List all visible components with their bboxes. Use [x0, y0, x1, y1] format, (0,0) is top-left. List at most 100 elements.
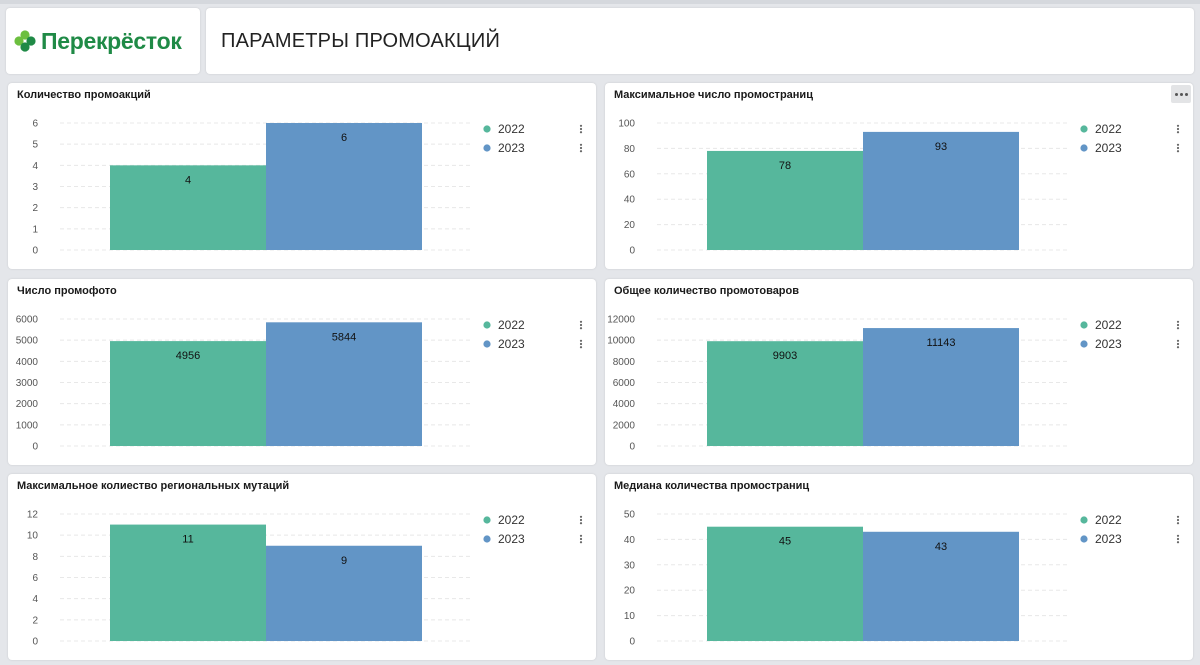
bar-2022[interactable]: [707, 526, 863, 641]
legend-marker: [483, 340, 491, 348]
perekrestok-logo-icon: [14, 30, 36, 52]
bar-2023[interactable]: [863, 131, 1019, 250]
y-tick-label: 30: [624, 560, 636, 571]
y-tick-label: 8: [32, 552, 38, 563]
y-tick-label: 40: [624, 195, 636, 206]
y-tick-label: 5000: [16, 336, 39, 347]
y-tick-label: 6: [32, 119, 38, 130]
legend-label[interactable]: 2022: [1095, 122, 1122, 136]
data-label: 45: [779, 536, 791, 548]
y-tick-label: 40: [624, 535, 636, 546]
kebab-menu-icon[interactable]: [1176, 534, 1180, 544]
logo-card: Перекрёсток: [6, 8, 200, 74]
chart-median-promo-pages: 0 10 20 30 40 50 45 43 2022 2023: [624, 510, 1180, 648]
y-tick-label: 100: [618, 119, 635, 130]
kebab-menu-icon[interactable]: [1176, 515, 1180, 525]
kebab-menu-icon[interactable]: [579, 320, 583, 330]
y-tick-label: 0: [629, 442, 635, 453]
y-tick-label: 2: [32, 615, 38, 626]
kebab-menu-icon[interactable]: [579, 515, 583, 525]
legend-marker: [483, 144, 491, 152]
legend-marker: [1080, 125, 1088, 133]
kebab-menu-icon[interactable]: [1176, 124, 1180, 134]
y-tick-label: 8000: [613, 357, 636, 368]
data-label: 4956: [176, 350, 200, 362]
legend-marker: [483, 516, 491, 524]
bar-2022[interactable]: [707, 150, 863, 250]
kebab-menu-icon[interactable]: [1176, 339, 1180, 349]
legend-label[interactable]: 2022: [1095, 318, 1122, 332]
legend-label[interactable]: 2023: [498, 337, 525, 351]
y-tick-label: 4: [32, 594, 38, 605]
chart-title: Максимальное число промостраниц: [614, 89, 813, 101]
y-tick-label: 4: [32, 161, 38, 172]
data-label: 4: [185, 174, 191, 186]
chart-card-max-promo-pages: Максимальное число промостраниц 0 20 40 60 8…: [605, 83, 1193, 269]
y-tick-label: 2000: [613, 420, 636, 431]
kebab-menu-icon[interactable]: [1176, 320, 1180, 330]
chart-title: Медиана количества промостраниц: [614, 480, 810, 492]
legend-label[interactable]: 2023: [498, 532, 525, 546]
y-tick-label: 2000: [16, 399, 39, 410]
legend-label[interactable]: 2022: [498, 513, 525, 527]
chart-max-promo-pages: 0 20 40 60 80 100 78 93 2022 2023: [618, 119, 1180, 257]
legend-label[interactable]: 2023: [1095, 141, 1122, 155]
legend-label[interactable]: 2023: [1095, 532, 1122, 546]
data-label: 93: [935, 141, 947, 153]
chart-title: Число промофото: [17, 285, 117, 297]
bar-2023[interactable]: [863, 531, 1019, 641]
bar-2023[interactable]: [266, 123, 422, 250]
y-tick-label: 10: [27, 531, 39, 542]
data-label: 5844: [332, 331, 356, 343]
legend-marker: [1080, 516, 1088, 524]
legend-label[interactable]: 2022: [498, 122, 525, 136]
bar-2022[interactable]: [110, 165, 266, 250]
chart-card-total-promo-goods: Общее количество промотоваров 0 2000 4000 6…: [605, 279, 1193, 465]
legend-marker: [483, 535, 491, 543]
y-tick-label: 50: [624, 510, 636, 521]
kebab-menu-icon[interactable]: [579, 124, 583, 134]
legend-label[interactable]: 2023: [498, 141, 525, 155]
y-tick-label: 3: [32, 182, 38, 193]
y-tick-label: 12: [27, 510, 39, 521]
chart-card-median-promo-pages: Медиана количества промостраниц 0 10 20 30 4…: [605, 474, 1193, 660]
y-tick-label: 4000: [16, 357, 39, 368]
chart-title: Общее количество промотоваров: [614, 285, 800, 297]
bar-2022[interactable]: [110, 341, 266, 446]
kebab-menu-icon[interactable]: [579, 339, 583, 349]
bar-2022[interactable]: [707, 341, 863, 446]
bar-2022[interactable]: [110, 524, 266, 641]
legend-label[interactable]: 2022: [498, 318, 525, 332]
legend-marker: [483, 125, 491, 133]
chart-title: Количество промоакций: [17, 89, 151, 101]
legend-label[interactable]: 2022: [1095, 513, 1122, 527]
legend-marker: [1080, 321, 1088, 329]
top-border: [0, 0, 1200, 4]
panel-menu-button[interactable]: [1171, 85, 1191, 103]
y-tick-label: 4000: [613, 399, 636, 410]
page-title-card: ПАРАМЕТРЫ ПРОМОАКЦИЙ: [206, 8, 1194, 74]
chart-regional-mutations: 0 2 4 6 8 10 12 11 9 2022 2023: [27, 510, 583, 648]
y-tick-label: 80: [624, 144, 636, 155]
bar-2023[interactable]: [266, 322, 422, 446]
bar-2023[interactable]: [266, 545, 422, 641]
chart-total-promo-goods: 0 2000 4000 6000 8000 10000 12000 9903 11143 2022…: [607, 315, 1180, 453]
kebab-menu-icon[interactable]: [579, 534, 583, 544]
bar-2023[interactable]: [863, 328, 1019, 446]
y-tick-label: 5: [32, 140, 38, 151]
data-label: 11: [182, 534, 193, 546]
kebab-menu-icon[interactable]: [579, 143, 583, 153]
chart-card-promo-photos: Число промофото 0 1000 2000 3000 4000 5000 600…: [8, 279, 596, 465]
y-tick-label: 1000: [16, 420, 39, 431]
kebab-menu-icon[interactable]: [1176, 143, 1180, 153]
y-tick-label: 0: [32, 637, 38, 648]
chart-promo-count: 0 1 2 3 4 5 6 4 6 2022 2023: [32, 119, 583, 257]
logo-text: Перекрёсток: [41, 27, 182, 54]
y-tick-label: 20: [624, 220, 636, 231]
data-label: 11143: [927, 337, 956, 349]
y-tick-label: 6000: [16, 315, 39, 326]
chart-promo-photos: 0 1000 2000 3000 4000 5000 6000 4956 5844 2022 202…: [16, 315, 583, 453]
legend-label[interactable]: 2023: [1095, 337, 1122, 351]
y-tick-label: 6: [32, 573, 38, 584]
chart-card-regional-mutations: Максимальное колиество региональных мута…: [8, 474, 596, 660]
